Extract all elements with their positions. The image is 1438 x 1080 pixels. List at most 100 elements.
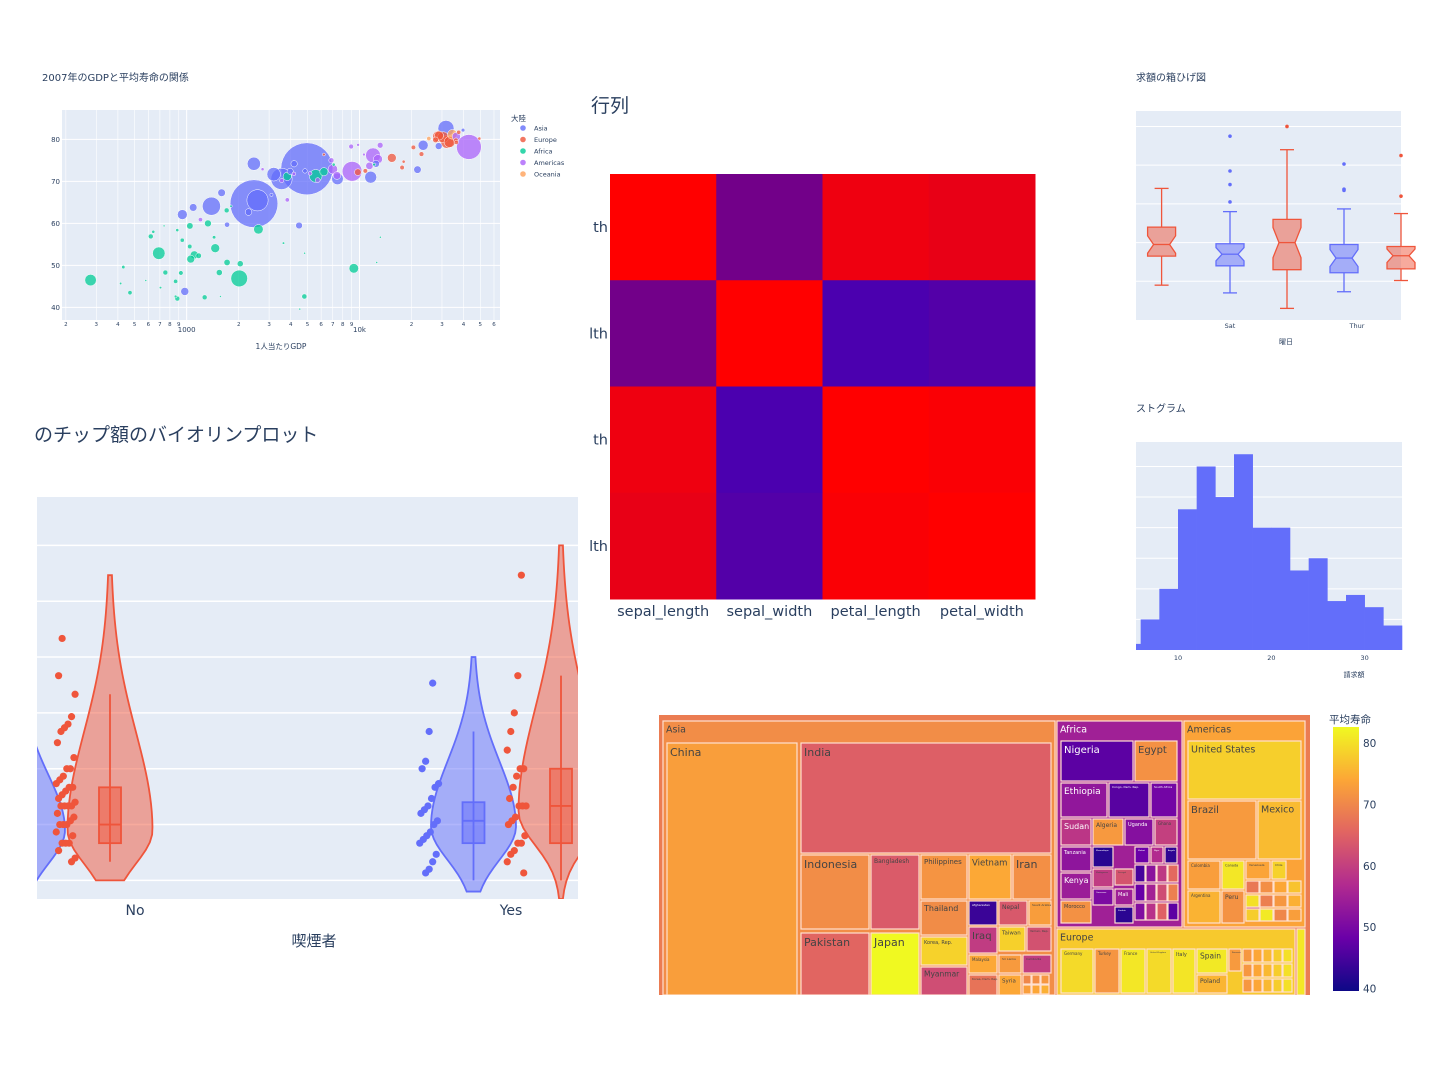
outlier-point [1228, 134, 1232, 138]
treemap-label: Korea, Dem. Rep. [972, 977, 998, 981]
heatmap-cell [610, 492, 717, 600]
treemap-tile [1108, 782, 1150, 818]
violin-chart[interactable]: No Yes 喫煙者 [30, 410, 590, 960]
data-point [162, 269, 169, 276]
jitter-point [517, 571, 525, 579]
data-point [410, 144, 416, 150]
heatmap-cell [716, 492, 823, 600]
data-point [119, 281, 123, 285]
outlier-point [1228, 182, 1232, 187]
jitter-point [53, 739, 62, 747]
histogram-bar [1383, 625, 1403, 650]
jitter-point [66, 765, 74, 773]
treemap-label: Europe [1060, 933, 1094, 944]
x-tick-label: 9 [350, 322, 354, 328]
treemap-small-tile [1259, 908, 1274, 922]
histogram-bar [1159, 588, 1179, 650]
jitter-point [53, 809, 62, 817]
treemap-tile [1092, 846, 1114, 868]
treemap-tile [1060, 782, 1108, 818]
heatmap-cell [822, 174, 930, 281]
jitter-point [71, 854, 79, 862]
treemap-tile [1060, 948, 1094, 994]
x-axis-title: 喫煙者 [291, 932, 336, 950]
treemap-small-tile [1259, 880, 1274, 894]
treemap-tile [870, 854, 920, 930]
x-tick-label: 7 [331, 322, 335, 328]
data-point [301, 293, 308, 300]
treemap-tile [920, 900, 968, 936]
data-point [173, 294, 178, 299]
data-point [127, 290, 133, 296]
box-Thur-red [1386, 153, 1416, 282]
data-point [84, 274, 97, 287]
data-point [356, 143, 360, 147]
data-point [348, 263, 359, 274]
treemap-label: Niger [1154, 849, 1160, 852]
treemap-small-tile [1245, 894, 1260, 908]
x-tick-label: Thur [1349, 322, 1365, 330]
treemap-tile [1221, 890, 1245, 924]
treemap-tile [1196, 948, 1228, 974]
data-point [379, 235, 382, 239]
x-tick-label: Sat [1225, 322, 1236, 330]
treemap-chart[interactable]: Asia China India Indonesia Pakistan Banglades… [655, 705, 1395, 995]
treemap-label: Americas [1187, 725, 1231, 736]
data-point [364, 171, 377, 184]
data-point [303, 251, 306, 255]
x-tick-label: 2 [237, 322, 241, 328]
legend-marker [520, 171, 526, 177]
x-tick-label: sepal_width [726, 604, 812, 620]
data-point [186, 222, 194, 230]
histogram-bar [1215, 497, 1235, 650]
treemap-small-tile [1273, 908, 1288, 922]
data-point [387, 153, 397, 163]
treemap-tile [998, 954, 1022, 974]
data-point [286, 167, 294, 175]
data-point [291, 171, 297, 176]
jitter-point [429, 858, 437, 866]
treemap-label: Zambia [1118, 910, 1126, 912]
heatmap-chart[interactable]: sepal_length sepal_width petal_length petal… [585, 80, 1045, 640]
treemap-label: Madagascar [1096, 871, 1108, 874]
jitter-point [517, 839, 525, 847]
treemap-tile [870, 932, 920, 995]
x-tick-label: No [125, 903, 144, 919]
x-tick-label: 30 [1361, 654, 1369, 662]
treemap-small-tile [1134, 902, 1146, 921]
box-chart[interactable]: Sat Thur 曜日 [1130, 60, 1420, 360]
x-axis-title: 請求額 [1344, 670, 1365, 679]
jitter-point [418, 765, 426, 773]
outlier-point [1285, 124, 1289, 129]
box-body [1272, 218, 1302, 271]
data-point [159, 286, 163, 290]
data-point [348, 143, 354, 150]
treemap-label: Bangladesh [874, 858, 909, 865]
treemap-label: Nigeria [1064, 745, 1100, 756]
treemap-small-tile [1134, 864, 1146, 883]
data-point [290, 160, 298, 168]
data-point [432, 136, 439, 143]
x-tick-label: 5 [133, 322, 137, 328]
box-partial-red [1146, 187, 1177, 286]
colorbar-title: 平均寿命 [1329, 713, 1371, 726]
jitter-point [432, 850, 440, 858]
treemap-label: Iran [1016, 858, 1038, 871]
treemap-tile [1245, 860, 1271, 880]
data-point [354, 168, 362, 176]
jitter-point [425, 727, 433, 736]
colorbar-tick-label: 80 [1363, 738, 1376, 750]
box-Sat-blue [1215, 134, 1245, 294]
jitter-point [506, 794, 514, 803]
data-point [195, 252, 202, 259]
treemap-label: Congo, Dem. Rep. [1112, 785, 1139, 789]
histogram-chart[interactable]: 10 20 30 請求額 [1130, 390, 1420, 690]
data-point [401, 159, 406, 164]
data-point [223, 207, 230, 214]
y-tick-label: 80 [51, 136, 60, 144]
treemap-small-tile [1272, 978, 1283, 993]
legend-marker [520, 159, 526, 166]
jitter-point [427, 794, 436, 803]
jitter-point [67, 713, 76, 721]
